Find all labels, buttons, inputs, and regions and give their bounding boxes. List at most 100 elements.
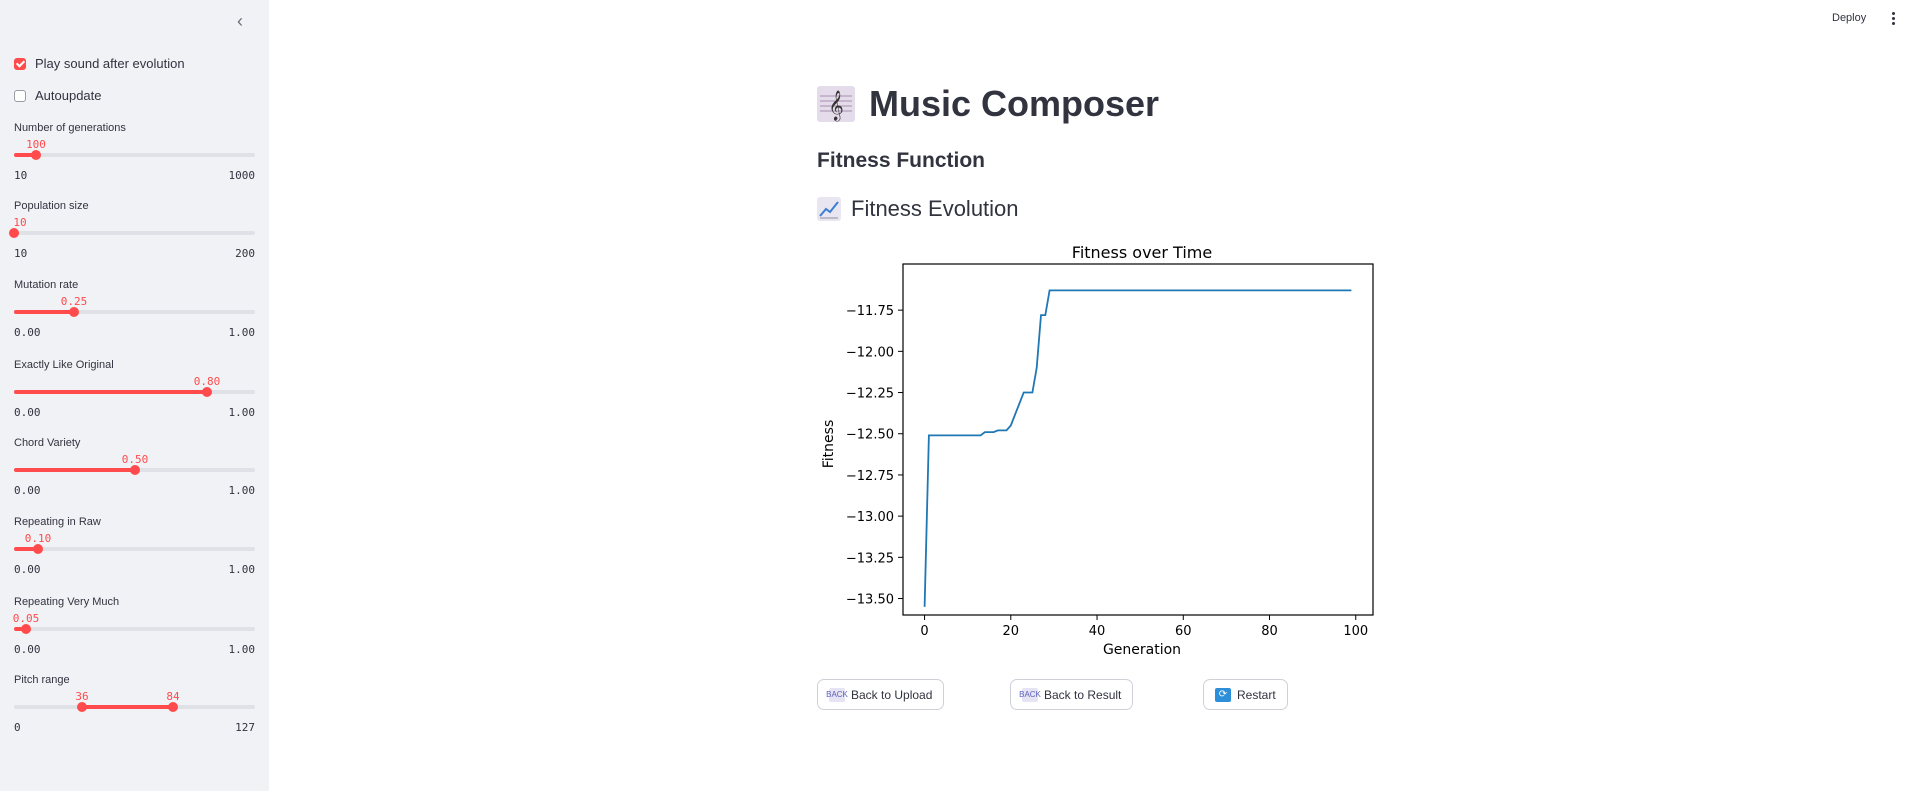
slider-low-value: 36 bbox=[75, 690, 89, 703]
slider-value: 0.50 bbox=[121, 453, 149, 466]
slider-value: 0.10 bbox=[24, 532, 52, 545]
slider-track[interactable] bbox=[14, 231, 255, 235]
slider-thumb[interactable] bbox=[69, 307, 79, 317]
back-arrow-icon: BACK bbox=[1019, 687, 1041, 702]
checkbox-checked-icon[interactable] bbox=[14, 57, 26, 70]
slider-number-of-generations[interactable]: Number of generations 100 10 1000 bbox=[14, 122, 255, 182]
slider-thumb[interactable] bbox=[130, 465, 140, 475]
slider-mutation-rate[interactable]: Mutation rate 0.25 0.00 1.00 bbox=[14, 279, 255, 339]
slider-thumb[interactable] bbox=[33, 544, 43, 554]
y-tick-label: −11.75 bbox=[846, 304, 894, 319]
slider-label: Population size bbox=[14, 200, 89, 212]
slider-max: 1.00 bbox=[228, 406, 256, 419]
button-label: Back to Upload bbox=[851, 687, 933, 702]
slider-chord-variety[interactable]: Chord Variety 0.50 0.00 1.00 bbox=[14, 437, 255, 497]
slider-max: 127 bbox=[235, 721, 255, 734]
back-to-result-button[interactable]: BACK Back to Result bbox=[1010, 679, 1134, 710]
slider-repeating-very-much[interactable]: Repeating Very Much 0.05 0.00 1.00 bbox=[12, 596, 256, 656]
main-menu-icon[interactable] bbox=[1886, 8, 1900, 28]
slider-fill bbox=[14, 547, 38, 551]
fitness-function-heading: Fitness Function bbox=[817, 149, 985, 172]
slider-max: 1.00 bbox=[228, 643, 256, 656]
slider-exactly-like-original[interactable]: Exactly Like Original 0.80 0.00 1.00 bbox=[14, 359, 255, 419]
chart-increasing-icon bbox=[817, 197, 841, 221]
slider-min: 0.00 bbox=[14, 643, 41, 656]
x-tick-label: 80 bbox=[1261, 624, 1278, 639]
collapse-sidebar-icon[interactable]: ‹ bbox=[237, 10, 243, 31]
slider-thumb[interactable] bbox=[9, 228, 19, 238]
autoupdate-checkbox[interactable]: Autoupdate bbox=[14, 88, 102, 103]
slider-min: 0.00 bbox=[14, 563, 41, 576]
slider-value: 0.80 bbox=[193, 375, 221, 388]
slider-track[interactable] bbox=[14, 153, 255, 157]
slider-max: 1000 bbox=[228, 169, 256, 182]
page-title: 𝄞 Music Composer bbox=[817, 83, 1159, 125]
y-tick-label: −13.50 bbox=[846, 593, 894, 608]
chart-title: Fitness over Time bbox=[1072, 243, 1212, 262]
svg-text:𝄞: 𝄞 bbox=[828, 90, 843, 122]
restart-button[interactable]: ⟳ Restart bbox=[1203, 679, 1288, 710]
checkbox-label: Play sound after evolution bbox=[35, 56, 185, 71]
slider-label: Pitch range bbox=[14, 674, 70, 686]
back-arrow-icon: BACK bbox=[826, 687, 848, 702]
y-tick-label: −13.25 bbox=[846, 551, 894, 566]
deploy-button[interactable]: Deploy bbox=[1832, 12, 1867, 24]
slider-thumb[interactable] bbox=[31, 150, 41, 160]
slider-repeating-in-raw[interactable]: Repeating in Raw 0.10 0.00 1.00 bbox=[14, 516, 255, 576]
slider-value: 10 bbox=[13, 216, 27, 229]
restart-icon: ⟳ bbox=[1215, 687, 1231, 702]
chart-xlabel: Generation bbox=[1103, 642, 1181, 658]
x-tick-label: 20 bbox=[1003, 624, 1020, 639]
fitness-chart: Fitness over Time Generation Fitness 0 20… bbox=[817, 236, 1387, 662]
slider-max: 1.00 bbox=[228, 484, 256, 497]
checkbox-unchecked-icon[interactable] bbox=[14, 89, 26, 102]
slider-fill bbox=[14, 310, 74, 314]
slider-label: Chord Variety bbox=[14, 437, 81, 449]
slider-fill bbox=[14, 390, 207, 394]
slider-min: 0.00 bbox=[14, 326, 41, 339]
slider-max: 1.00 bbox=[228, 563, 256, 576]
slider-label: Number of generations bbox=[14, 122, 126, 134]
slider-high-value: 84 bbox=[166, 690, 180, 703]
sidebar: ‹ Play sound after evolution Autoupdate … bbox=[0, 0, 269, 791]
slider-thumb[interactable] bbox=[21, 624, 31, 634]
slider-min: 10 bbox=[14, 169, 28, 182]
plot-frame bbox=[902, 263, 1374, 616]
slider-min: 10 bbox=[14, 247, 28, 260]
slider-fill bbox=[82, 705, 173, 709]
slider-low-thumb[interactable] bbox=[77, 702, 87, 712]
slider-label: Exactly Like Original bbox=[14, 359, 114, 371]
title-text: Music Composer bbox=[869, 83, 1160, 124]
slider-label: Repeating Very Much bbox=[14, 596, 120, 608]
slider-track[interactable] bbox=[14, 547, 255, 551]
y-tick-label: −12.50 bbox=[846, 428, 894, 443]
series-line bbox=[923, 289, 1352, 607]
slider-high-thumb[interactable] bbox=[168, 702, 178, 712]
slider-value: 0.05 bbox=[12, 612, 40, 625]
y-tick-label: −12.75 bbox=[846, 469, 894, 484]
treble-clef-icon: 𝄞 bbox=[817, 86, 855, 122]
slider-track[interactable] bbox=[14, 310, 255, 314]
slider-pitch-range[interactable]: Pitch range 36 84 0 127 bbox=[14, 674, 255, 734]
x-tick-label: 100 bbox=[1343, 624, 1368, 639]
slider-max: 1.00 bbox=[228, 326, 256, 339]
slider-track[interactable] bbox=[14, 627, 255, 631]
y-tick-label: −12.00 bbox=[846, 345, 894, 360]
button-label: Back to Result bbox=[1044, 687, 1122, 702]
y-tick-label: −12.25 bbox=[846, 387, 894, 402]
x-tick-label: 40 bbox=[1089, 624, 1106, 639]
slider-population-size[interactable]: Population size 10 10 200 bbox=[9, 200, 255, 260]
slider-value: 100 bbox=[26, 138, 46, 151]
x-tick-label: 0 bbox=[920, 624, 928, 639]
slider-thumb[interactable] bbox=[202, 387, 212, 397]
fitness-evolution-heading: Fitness Evolution bbox=[817, 196, 1019, 222]
play-sound-checkbox[interactable]: Play sound after evolution bbox=[14, 56, 185, 71]
slider-min: 0.00 bbox=[14, 484, 41, 497]
back-to-upload-button[interactable]: BACK Back to Upload bbox=[817, 679, 945, 710]
slider-label: Repeating in Raw bbox=[14, 516, 101, 528]
slider-min: 0 bbox=[14, 721, 21, 734]
slider-min: 0.00 bbox=[14, 406, 41, 419]
fitness-chart-svg: Fitness over Time Generation Fitness 0 20… bbox=[821, 243, 1374, 658]
button-label: Restart bbox=[1237, 687, 1276, 702]
evolution-heading-text: Fitness Evolution bbox=[851, 196, 1019, 221]
